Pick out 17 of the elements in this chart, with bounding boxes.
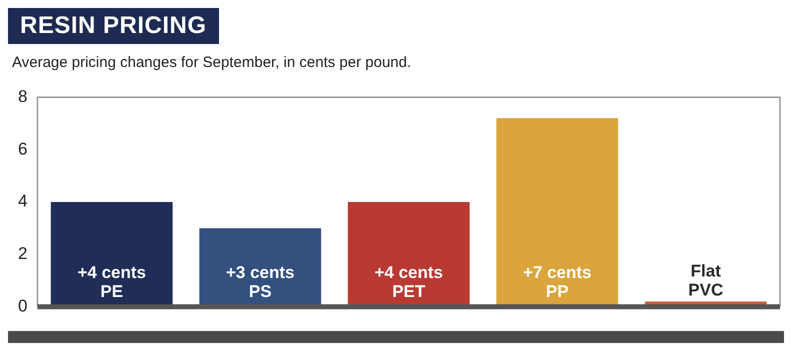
x-tick-label: PVC xyxy=(688,280,724,300)
y-tick-label: 0 xyxy=(18,296,28,316)
y-tick-label: 4 xyxy=(18,192,28,211)
data-label: +3 cents xyxy=(226,262,294,282)
y-tick-label: 6 xyxy=(18,139,28,158)
x-tick-label: PET xyxy=(392,282,426,301)
x-tick-label: PS xyxy=(248,282,272,301)
chart-title: RESIN PRICING xyxy=(8,8,219,44)
data-label: Flat xyxy=(690,262,722,281)
chart-subtitle: Average pricing changes for September, in cents per pound. xyxy=(12,54,412,71)
data-label: +4 cents xyxy=(77,262,146,282)
y-tick-label: 8 xyxy=(18,86,28,106)
x-tick-label: PE xyxy=(100,282,124,301)
y-tick-label: 2 xyxy=(18,244,28,264)
data-label: +4 cents xyxy=(374,262,443,282)
data-label: +7 cents xyxy=(522,262,592,282)
x-tick-label: PP xyxy=(546,282,569,301)
